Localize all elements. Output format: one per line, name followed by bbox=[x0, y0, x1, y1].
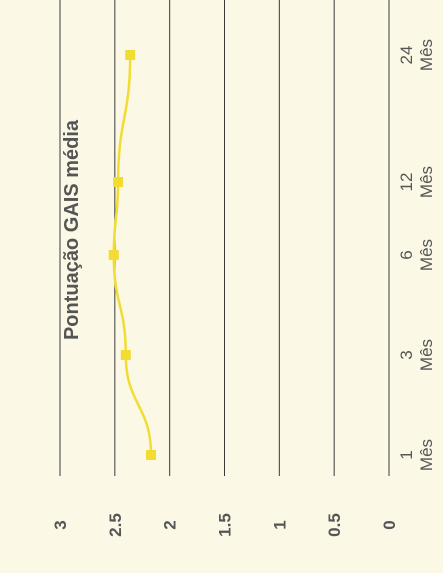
y-tick-label: 1 bbox=[270, 520, 289, 529]
data-point-marker bbox=[113, 177, 124, 187]
data-point-marker bbox=[146, 450, 157, 460]
y-axis-tick-labels: 0 0.5 1 1.5 2 2.5 3 bbox=[51, 513, 399, 537]
y-tick-label: 2.5 bbox=[106, 513, 125, 537]
x-tick-label: 6Mês bbox=[397, 239, 436, 271]
y-tick-label: 1.5 bbox=[216, 513, 235, 537]
series-line bbox=[112, 54, 153, 456]
y-tick-label: 0.5 bbox=[325, 513, 344, 537]
x-tick-label: 1Mês bbox=[397, 439, 436, 471]
x-tick-label: 3Mês bbox=[397, 339, 436, 371]
y-tick-label: 2 bbox=[161, 520, 180, 529]
gridlines bbox=[59, 0, 390, 476]
data-point-marker bbox=[120, 350, 131, 360]
x-axis-tick-labels: 1Mês 3Mês 6Mês 12Mês 24Mês bbox=[397, 39, 436, 471]
y-tick-label: 0 bbox=[380, 520, 399, 529]
y-tick-label: 3 bbox=[51, 520, 70, 529]
data-point-marker bbox=[108, 250, 119, 260]
data-point-marker bbox=[125, 50, 136, 60]
x-tick-label: 24Mês bbox=[397, 39, 436, 71]
series-line-group bbox=[108, 50, 157, 460]
x-tick-label: 12Mês bbox=[397, 166, 436, 198]
chart-title: Pontuação GAIS média bbox=[61, 119, 83, 340]
